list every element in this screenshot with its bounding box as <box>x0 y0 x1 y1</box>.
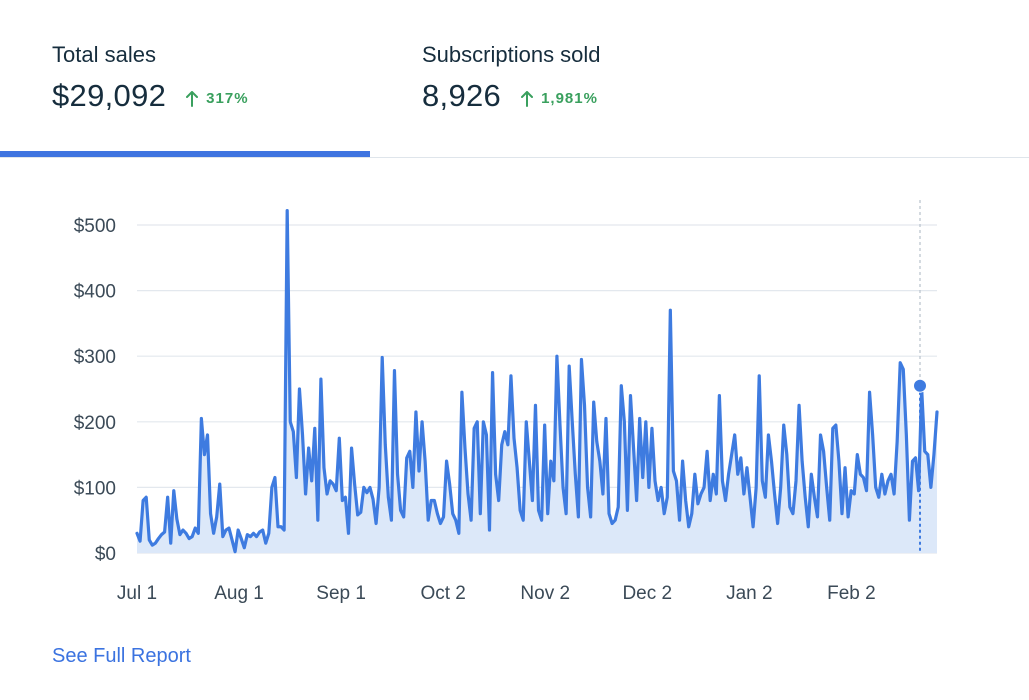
total-sales-change-value: 317% <box>206 89 249 107</box>
sales-line-chart[interactable]: $0 $100 $200 $300 $400 $500 Jul 1 Aug 1 Sep 1 Oct… <box>0 160 1029 620</box>
x-tick-label: Aug 1 <box>214 583 264 604</box>
subscriptions-sold-label: Subscriptions sold <box>422 42 601 67</box>
tab-total-sales[interactable]: Total sales $29,092 317% <box>0 0 370 157</box>
x-tick-label: Jul 1 <box>117 583 157 604</box>
total-sales-value: $29,092 <box>52 78 167 113</box>
subscriptions-sold-change-value: 1,981% <box>541 89 598 107</box>
series-line <box>135 208 939 554</box>
x-tick-label: Oct 2 <box>420 583 465 604</box>
total-sales-row: $29,092 317% <box>52 78 249 114</box>
y-tick-label: $100 <box>74 478 116 499</box>
y-tick-label: $500 <box>74 216 116 237</box>
arrow-up-icon <box>521 91 534 107</box>
x-tick-label: Nov 2 <box>520 583 570 604</box>
subscriptions-sold-value: 8,926 <box>422 78 502 113</box>
total-sales-label: Total sales <box>52 42 156 67</box>
see-full-report-link[interactable]: See Full Report <box>52 645 191 667</box>
x-tick-label: Feb 2 <box>827 583 876 604</box>
x-tick-label: Dec 2 <box>622 583 672 604</box>
total-sales-change: 317% <box>186 90 248 107</box>
metric-tabs: Total sales $29,092 317% Subscriptions s… <box>0 0 1029 158</box>
y-tick-label: $200 <box>74 413 116 434</box>
arrow-up-icon <box>186 91 199 107</box>
x-tick-label: Sep 1 <box>316 583 366 604</box>
subscriptions-sold-change: 1,981% <box>521 90 598 107</box>
y-tick-label: $0 <box>95 544 116 565</box>
x-tick-label: Jan 2 <box>726 583 772 604</box>
subscriptions-sold-row: 8,926 1,981% <box>422 78 598 114</box>
tab-subscriptions-sold[interactable]: Subscriptions sold 8,926 1,981% <box>370 0 750 157</box>
tabs-divider <box>0 157 1029 158</box>
highlight-point <box>913 378 927 393</box>
selected-tab-indicator <box>0 151 370 157</box>
y-tick-label: $400 <box>74 282 116 303</box>
y-tick-label: $300 <box>74 347 116 368</box>
